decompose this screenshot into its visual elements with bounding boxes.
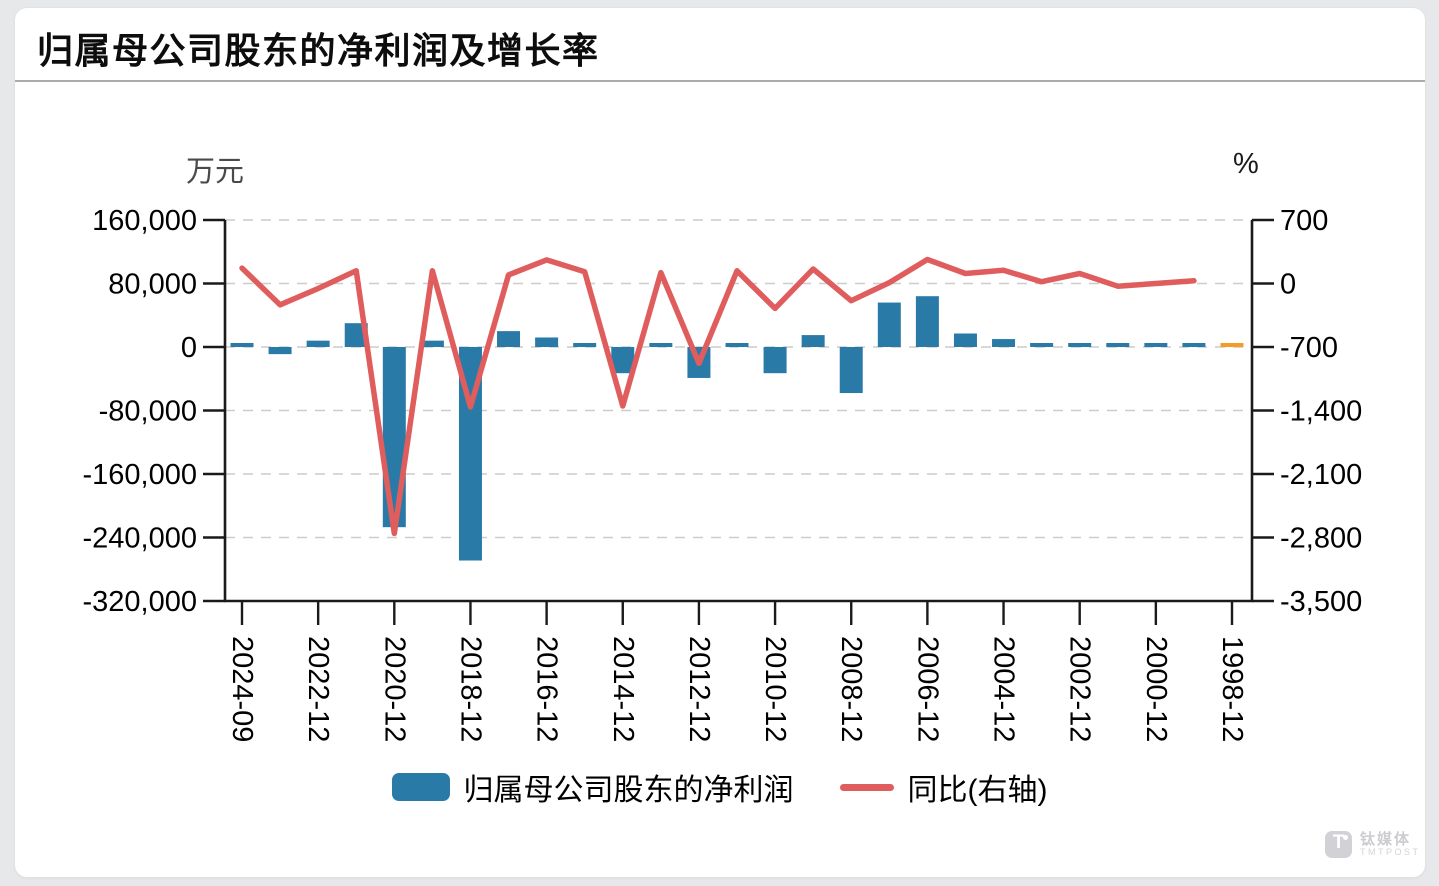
- right-axis-unit-label: %: [1233, 148, 1259, 180]
- bar[interactable]: [268, 347, 292, 355]
- chart-legend: 归属母公司股东的净利润 同比(右轴): [0, 765, 1439, 809]
- right-axis-tick-label: -2,800: [1280, 523, 1362, 555]
- right-axis-tick-label: 0: [1280, 269, 1296, 301]
- right-axis-tick-label: 700: [1280, 205, 1328, 237]
- x-axis-tick-label: 2002-12: [1064, 636, 1096, 742]
- bar[interactable]: [801, 335, 825, 347]
- x-axis-tick-label: 2024-09: [226, 636, 258, 742]
- bar[interactable]: [230, 343, 254, 347]
- bar[interactable]: [877, 302, 901, 347]
- x-axis-tick-label: 2010-12: [759, 636, 791, 742]
- x-axis-tick-label: 2014-12: [607, 636, 639, 742]
- x-axis-tick-label: 2000-12: [1140, 636, 1172, 742]
- tmtpost-logo-icon: T: [1325, 831, 1352, 858]
- right-axis-tick-label: -2,100: [1280, 459, 1362, 491]
- line-series-swatch: [839, 783, 894, 791]
- bar[interactable]: [992, 339, 1016, 347]
- right-axis-tick-label: -3,500: [1280, 586, 1362, 618]
- bar[interactable]: [1182, 343, 1206, 347]
- page-title: 归属母公司股东的净利润及增长率: [37, 30, 600, 71]
- tmtpost-logo-letter: T: [1332, 832, 1345, 853]
- bar[interactable]: [953, 333, 977, 347]
- bar[interactable]: [649, 343, 673, 347]
- bar[interactable]: [420, 340, 444, 347]
- right-axis-tick-label: -1,400: [1280, 396, 1362, 428]
- bar[interactable]: [763, 347, 787, 374]
- left-axis-tick-label: 80,000: [108, 269, 197, 301]
- bar[interactable]: [839, 347, 863, 394]
- bar[interactable]: [382, 347, 406, 528]
- left-axis-unit-label: 万元: [186, 156, 245, 188]
- bar[interactable]: [1144, 343, 1168, 347]
- x-axis-tick-label: 2022-12: [302, 636, 334, 742]
- bar-series-swatch: [391, 773, 450, 801]
- x-axis-tick-label: 2016-12: [531, 636, 563, 742]
- line-series-label: 同比(右轴): [907, 774, 1048, 807]
- left-axis-tick-label: -160,000: [83, 459, 198, 491]
- x-axis-tick-label: 2004-12: [988, 636, 1020, 742]
- tmtpost-name-en: TMTPOST: [1360, 846, 1421, 857]
- x-axis-tick-label: 2006-12: [911, 636, 943, 742]
- tmtpost-watermark-text: 钛媒体 TMTPOST: [1360, 832, 1421, 857]
- bar[interactable]: [1106, 343, 1130, 347]
- left-axis-tick-label: -80,000: [99, 396, 197, 428]
- bar[interactable]: [611, 347, 635, 374]
- bar[interactable]: [1068, 343, 1092, 347]
- x-axis-tick-label: 1998-12: [1216, 636, 1248, 742]
- tmtpost-watermark: T 钛媒体 TMTPOST: [1325, 831, 1421, 858]
- tmtpost-name-cn: 钛媒体: [1360, 830, 1412, 848]
- legend-item-net-profit[interactable]: 归属母公司股东的净利润: [391, 765, 794, 809]
- x-axis-tick-label: 2018-12: [454, 636, 486, 742]
- x-axis-tick-label: 2008-12: [835, 636, 867, 742]
- left-axis-tick-label: -320,000: [83, 586, 198, 618]
- bar[interactable]: [1220, 343, 1244, 347]
- bar[interactable]: [573, 343, 597, 347]
- bar[interactable]: [915, 296, 939, 347]
- growth-line[interactable]: [239, 256, 1197, 537]
- bar[interactable]: [306, 340, 330, 347]
- x-axis-tick-label: 2012-12: [683, 636, 715, 742]
- legend-item-yoy[interactable]: 同比(右轴): [839, 765, 1048, 809]
- bar-series-label: 归属母公司股东的净利润: [463, 774, 794, 807]
- chart-card: [15, 8, 1425, 877]
- bar[interactable]: [497, 331, 521, 347]
- x-axis-tick-label: 2020-12: [378, 636, 410, 742]
- right-axis-tick-label: -700: [1280, 332, 1338, 364]
- bar[interactable]: [725, 343, 749, 347]
- bar[interactable]: [458, 347, 482, 561]
- bar[interactable]: [1030, 343, 1054, 347]
- title-divider: [15, 80, 1425, 82]
- tmtpost-logo-dot: [1343, 835, 1348, 840]
- bar[interactable]: [535, 337, 559, 347]
- left-axis-tick-label: 0: [181, 332, 197, 364]
- left-axis-tick-label: 160,000: [92, 205, 197, 237]
- left-axis-tick-label: -240,000: [83, 523, 198, 555]
